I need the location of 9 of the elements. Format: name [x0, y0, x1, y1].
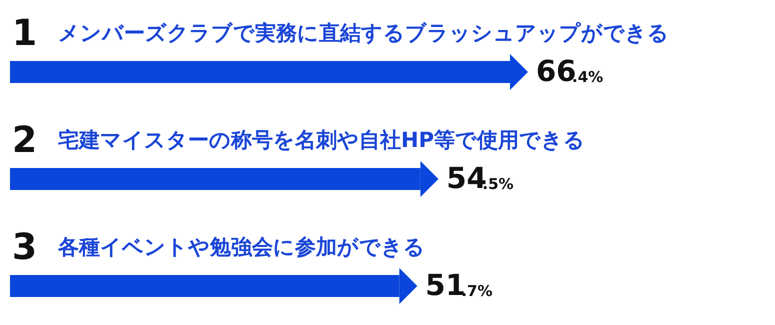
- data-label: 54.5%: [446, 161, 514, 195]
- y-tick-label: 各種イベントや勉強会に参加ができる: [57, 235, 425, 259]
- data-label: 66.4%: [536, 54, 604, 88]
- annotation: 3: [12, 227, 38, 268]
- y-tick-label: 宅建マイスターの称号を名刺や自社HP等で使用できる: [58, 128, 585, 152]
- y-tick-label: メンバーズクラブで実務に直結するブラッシュアップができる: [58, 21, 669, 45]
- annotation: 2: [12, 120, 38, 161]
- data-label: 51.7%: [425, 268, 492, 302]
- annotation: 1: [12, 13, 38, 54]
